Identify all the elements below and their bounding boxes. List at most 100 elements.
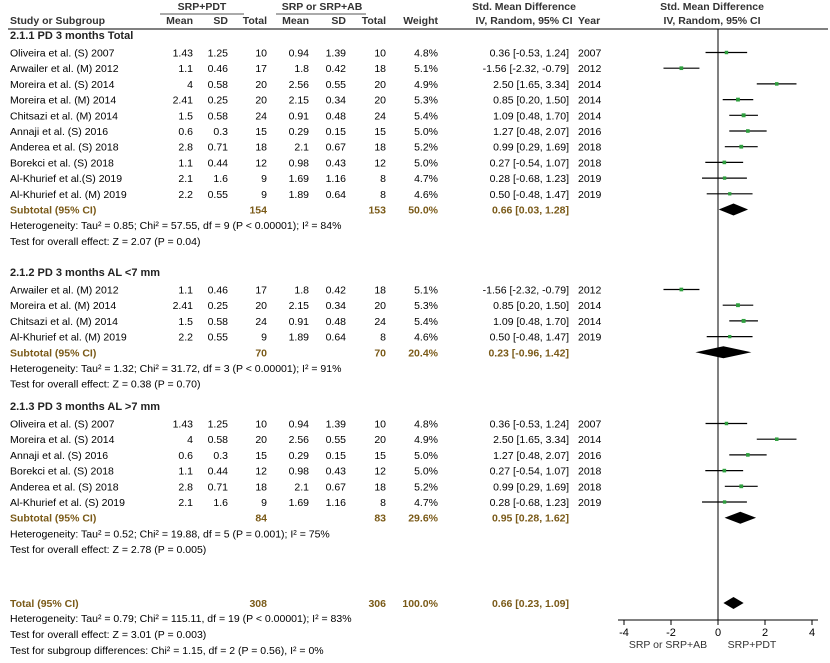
study-mean1: 1.43 xyxy=(173,48,194,60)
study-mean2: 2.1 xyxy=(294,481,309,493)
subtotal-diamond xyxy=(724,511,757,524)
footer-note: Heterogeneity: Tau² = 0.79; Chi² = 115.1… xyxy=(10,613,352,625)
study-mean2: 1.8 xyxy=(294,285,309,297)
study-total2: 10 xyxy=(374,48,386,60)
study-total1: 24 xyxy=(255,110,267,122)
study-mean1: 1.5 xyxy=(178,110,193,122)
study-mean2: 2.56 xyxy=(289,79,310,91)
study-total1: 9 xyxy=(261,189,267,201)
total-ci: 0.66 [0.23, 1.09] xyxy=(492,598,569,610)
study-mean2: 1.69 xyxy=(289,173,310,185)
study-year: 2019 xyxy=(578,497,602,509)
study-ci: -1.56 [-2.32, -0.79] xyxy=(483,63,569,75)
study-sd1: 0.44 xyxy=(208,157,229,169)
study-mean2: 1.69 xyxy=(289,497,310,509)
total-diamond xyxy=(723,597,744,609)
study-name: Annaji et al. (S) 2016 xyxy=(10,450,108,462)
study-weight: 5.2% xyxy=(414,142,438,154)
study-year: 2018 xyxy=(578,142,602,154)
study-weight: 5.4% xyxy=(414,110,438,122)
study-ci: 0.50 [-0.48, 1.47] xyxy=(490,332,569,344)
study-year: 2019 xyxy=(578,332,602,344)
study-total2: 18 xyxy=(374,142,386,154)
study-ci: -1.56 [-2.32, -0.79] xyxy=(483,285,569,297)
header-mean1: Mean xyxy=(166,15,193,27)
study-total1: 24 xyxy=(255,316,267,328)
study-total2: 24 xyxy=(374,316,386,328)
study-mean1: 1.1 xyxy=(178,466,193,478)
study-total1: 15 xyxy=(255,450,267,462)
study-weight: 5.2% xyxy=(414,481,438,493)
study-name: Al-Khurief et al. (M) 2019 xyxy=(10,332,127,344)
study-total2: 8 xyxy=(380,189,386,201)
study-sd2: 0.67 xyxy=(326,481,347,493)
effect-marker xyxy=(774,437,779,441)
study-sd2: 1.16 xyxy=(326,497,347,509)
study-mean2: 0.98 xyxy=(289,157,310,169)
heterogeneity-text: Heterogeneity: Tau² = 1.32; Chi² = 31.72… xyxy=(10,363,341,375)
study-ci: 0.36 [-0.53, 1.24] xyxy=(490,48,569,60)
study-total2: 12 xyxy=(374,157,386,169)
header-study: Study or Subgroup xyxy=(10,15,105,27)
study-total1: 12 xyxy=(255,466,267,478)
study-year: 2018 xyxy=(578,466,602,478)
study-name: Arwailer et al. (M) 2012 xyxy=(10,63,119,75)
study-total1: 10 xyxy=(255,48,267,60)
subgroup-title: 2.1.2 PD 3 months AL <7 mm xyxy=(10,267,160,279)
header-mean2: Mean xyxy=(282,15,309,27)
study-weight: 4.7% xyxy=(414,173,438,185)
subtotal-total2: 83 xyxy=(374,513,386,525)
study-total1: 17 xyxy=(255,63,267,75)
study-name: Al-Khurief et al.(S) 2019 xyxy=(10,173,122,185)
study-sd2: 0.43 xyxy=(326,157,347,169)
study-mean2: 2.15 xyxy=(289,95,310,107)
study-mean2: 1.8 xyxy=(294,63,309,75)
study-total1: 20 xyxy=(255,79,267,91)
study-year: 2019 xyxy=(578,173,602,185)
subtotal-total1: 84 xyxy=(255,513,267,525)
study-sd1: 0.25 xyxy=(208,95,229,107)
study-weight: 5.0% xyxy=(414,157,438,169)
study-sd2: 0.48 xyxy=(326,316,347,328)
overall-effect-text: Test for overall effect: Z = 2.07 (P = 0… xyxy=(10,236,200,248)
study-sd1: 0.46 xyxy=(208,285,229,297)
header-group2: SRP or SRP+AB xyxy=(282,1,363,13)
study-sd1: 0.25 xyxy=(208,300,229,312)
study-mean1: 2.41 xyxy=(173,300,194,312)
study-total2: 20 xyxy=(374,79,386,91)
study-weight: 5.0% xyxy=(414,450,438,462)
study-year: 2014 xyxy=(578,434,602,446)
header-smd-sub: IV, Random, 95% CI xyxy=(475,15,572,27)
study-name: Anderea et al. (S) 2018 xyxy=(10,481,119,493)
study-mean2: 0.98 xyxy=(289,466,310,478)
study-total1: 20 xyxy=(255,434,267,446)
study-name: Borekci et al. (S) 2018 xyxy=(10,157,114,169)
effect-marker xyxy=(739,484,744,489)
effect-marker xyxy=(746,453,750,457)
study-mean1: 4 xyxy=(187,434,193,446)
study-sd1: 1.6 xyxy=(213,497,228,509)
study-year: 2012 xyxy=(578,63,602,75)
subtotal-label: Subtotal (95% CI) xyxy=(10,205,96,217)
study-total2: 10 xyxy=(374,419,386,431)
study-total2: 18 xyxy=(374,63,386,75)
study-ci: 1.09 [0.48, 1.70] xyxy=(493,316,569,328)
header-plot-sub: IV, Random, 95% CI xyxy=(663,15,760,27)
x-tick-label: 0 xyxy=(715,627,721,639)
study-total2: 8 xyxy=(380,497,386,509)
study-mean1: 1.1 xyxy=(178,63,193,75)
study-ci: 0.85 [0.20, 1.50] xyxy=(493,95,569,107)
forest-plot-area: -4 -2 0 2 4 SRP or SRP+AB SRP+PDT xyxy=(618,29,818,651)
study-sd2: 0.67 xyxy=(326,142,347,154)
study-weight: 5.3% xyxy=(414,95,438,107)
favours-right-label: SRP+PDT xyxy=(728,639,777,651)
header-year: Year xyxy=(578,15,600,27)
study-sd1: 0.55 xyxy=(208,332,229,344)
footer-note: Test for subgroup differences: Chi² = 1.… xyxy=(10,645,324,657)
study-year: 2007 xyxy=(578,419,602,431)
study-mean1: 1.1 xyxy=(178,157,193,169)
study-ci: 1.27 [0.48, 2.07] xyxy=(493,126,569,138)
study-sd2: 0.64 xyxy=(326,189,347,201)
header-total2: Total xyxy=(362,15,386,27)
study-weight: 4.9% xyxy=(414,434,438,446)
